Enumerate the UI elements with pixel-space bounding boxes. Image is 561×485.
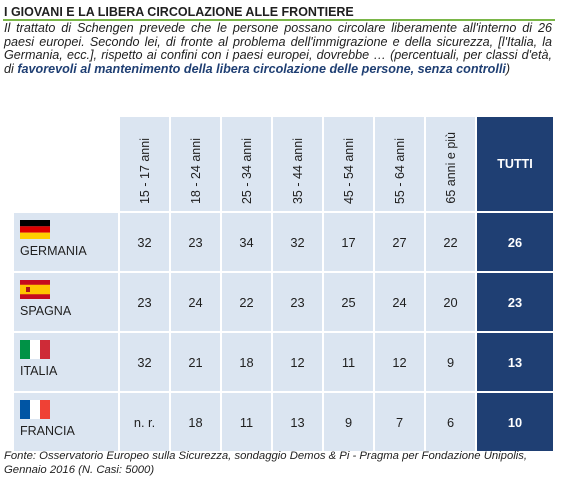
source-note: Fonte: Osservatorio Europeo sulla Sicure… xyxy=(4,450,528,476)
total-cell: 13 xyxy=(475,331,555,393)
age-column-header: 25 - 34 anni xyxy=(220,115,273,213)
age-column-label: 18 - 24 anni xyxy=(188,137,203,204)
value-cell: 23 xyxy=(271,271,324,333)
value-cell: 7 xyxy=(373,391,426,453)
value-cell: 21 xyxy=(169,331,222,393)
france-flag-icon xyxy=(20,400,50,419)
title-rule xyxy=(3,19,555,21)
country-cell: GERMANIA xyxy=(12,211,120,273)
spain-flag-icon xyxy=(20,280,50,299)
value-cell: 32 xyxy=(118,211,171,273)
value-cell: 27 xyxy=(373,211,426,273)
age-column-label: 15 - 17 anni xyxy=(137,137,152,204)
value-cell: 23 xyxy=(169,211,222,273)
value-cell: n. r. xyxy=(118,391,171,453)
country-cell: SPAGNA xyxy=(12,271,120,333)
value-cell: 32 xyxy=(118,331,171,393)
value-cell: 34 xyxy=(220,211,273,273)
country-name: GERMANIA xyxy=(20,244,87,258)
age-column-label: 25 - 34 anni xyxy=(239,137,254,204)
header-row: 15 - 17 anni 18 - 24 anni 25 - 34 anni 35 -… xyxy=(12,115,555,213)
value-cell: 6 xyxy=(424,391,477,453)
country-cell: FRANCIA xyxy=(12,391,120,453)
age-column-label: 35 - 44 anni xyxy=(290,137,305,204)
value-cell: 18 xyxy=(169,391,222,453)
value-cell: 9 xyxy=(424,331,477,393)
question-text: Il trattato di Schengen prevede che le p… xyxy=(4,21,552,76)
value-cell: 11 xyxy=(220,391,273,453)
total-cell: 23 xyxy=(475,271,555,333)
germany-flag-icon xyxy=(20,220,50,239)
value-cell: 22 xyxy=(220,271,273,333)
age-column-header: 65 anni e più xyxy=(424,115,477,213)
value-cell: 24 xyxy=(169,271,222,333)
value-cell: 22 xyxy=(424,211,477,273)
age-column-label: 65 anni e più xyxy=(443,132,458,204)
age-column-header: 55 - 64 anni xyxy=(373,115,426,213)
question-body: Il trattato di Schengen prevede che le p… xyxy=(4,21,552,76)
country-cell: ITALIA xyxy=(12,331,120,393)
age-column-label: 45 - 54 anni xyxy=(341,137,356,204)
value-cell: 12 xyxy=(271,331,324,393)
value-cell: 11 xyxy=(322,331,375,393)
table-row: GERMANIA 32 23 34 32 17 27 22 26 xyxy=(12,211,555,273)
table-row: FRANCIA n. r. 18 11 13 9 7 6 10 xyxy=(12,391,555,453)
chart-title: I GIOVANI E LA LIBERA CIRCOLAZIONE ALLE … xyxy=(4,5,354,19)
age-column-header: 15 - 17 anni xyxy=(118,115,171,213)
age-column-header: 35 - 44 anni xyxy=(271,115,324,213)
value-cell: 17 xyxy=(322,211,375,273)
question-emphasis: favorevoli al mantenimento della libera … xyxy=(17,61,506,76)
value-cell: 20 xyxy=(424,271,477,333)
value-cell: 13 xyxy=(271,391,324,453)
value-cell: 24 xyxy=(373,271,426,333)
total-column-header: TUTTI xyxy=(475,115,555,213)
value-cell: 18 xyxy=(220,331,273,393)
table-body: GERMANIA 32 23 34 32 17 27 22 26 SPAGNA 23 24 22 23 25… xyxy=(12,211,555,453)
country-name: SPAGNA xyxy=(20,304,72,318)
age-column-label: 55 - 64 anni xyxy=(392,137,407,204)
age-column-header: 45 - 54 anni xyxy=(322,115,375,213)
corner-cell xyxy=(12,115,120,213)
results-table: 15 - 17 anni 18 - 24 anni 25 - 34 anni 35 -… xyxy=(12,115,555,453)
value-cell: 32 xyxy=(271,211,324,273)
italy-flag-icon xyxy=(20,340,50,359)
table-row: SPAGNA 23 24 22 23 25 24 20 23 xyxy=(12,271,555,333)
age-column-header: 18 - 24 anni xyxy=(169,115,222,213)
value-cell: 9 xyxy=(322,391,375,453)
question-closing: ) xyxy=(505,61,511,76)
total-cell: 10 xyxy=(475,391,555,453)
country-name: FRANCIA xyxy=(20,424,75,438)
value-cell: 25 xyxy=(322,271,375,333)
value-cell: 12 xyxy=(373,331,426,393)
value-cell: 23 xyxy=(118,271,171,333)
country-name: ITALIA xyxy=(20,364,58,378)
total-cell: 26 xyxy=(475,211,555,273)
table-row: ITALIA 32 21 18 12 11 12 9 13 xyxy=(12,331,555,393)
